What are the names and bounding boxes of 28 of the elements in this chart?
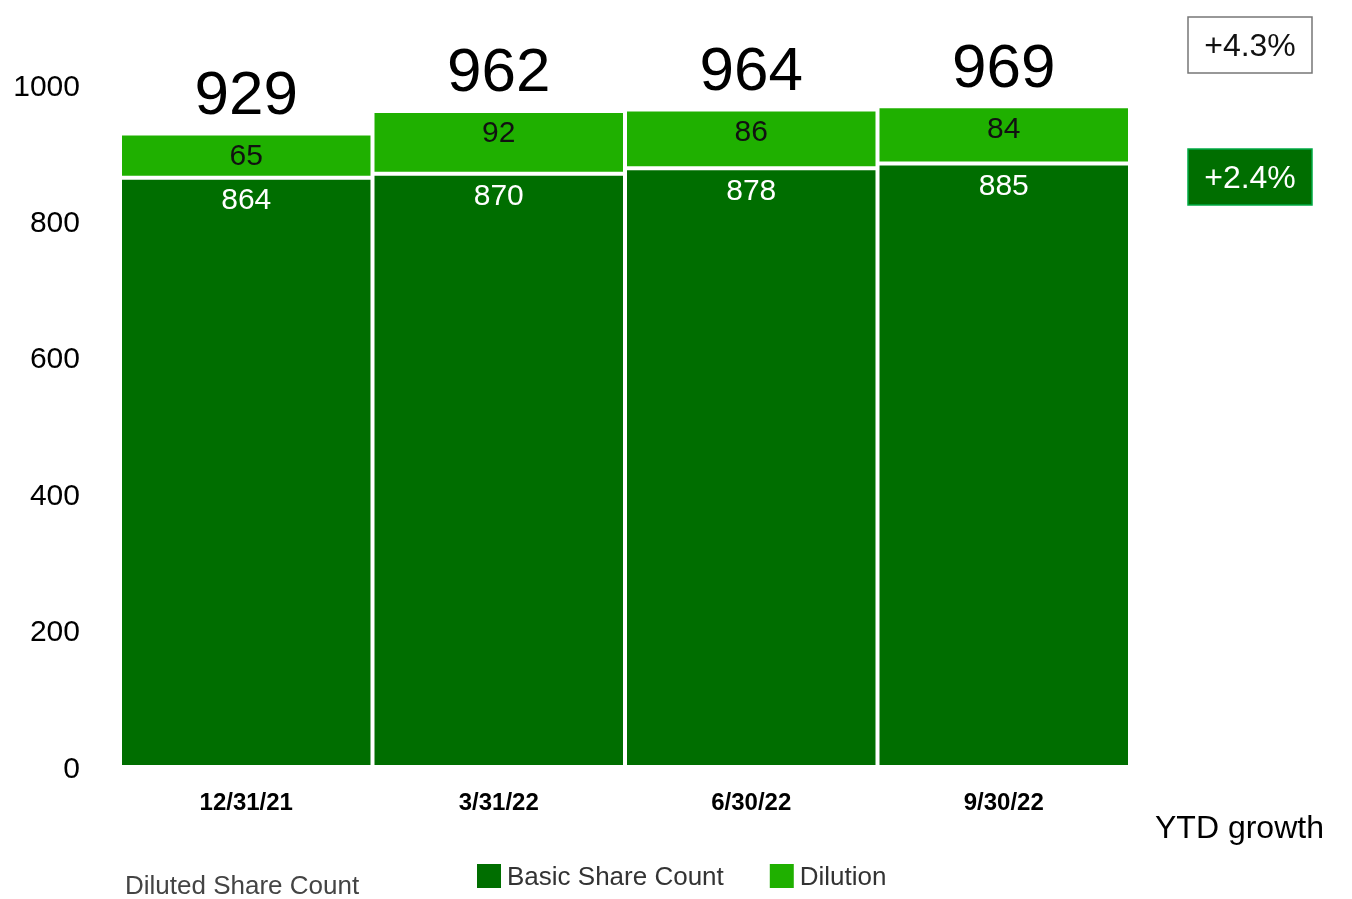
data-label: 65 — [229, 137, 263, 171]
data-label: 885 — [978, 167, 1029, 201]
total-label: 969 — [952, 30, 1056, 100]
data-label: 92 — [482, 115, 516, 149]
y-tick-label: 1000 — [13, 68, 80, 102]
data-label: 878 — [726, 172, 777, 206]
y-tick-label: 0 — [63, 750, 80, 784]
y-tick-label: 800 — [29, 204, 80, 238]
text: Diluted Share Count — [125, 870, 360, 899]
text: YTD growth — [1155, 809, 1324, 845]
data-label: 870 — [473, 178, 524, 212]
text: +2.4% — [1204, 159, 1296, 195]
total-label: 929 — [194, 57, 298, 127]
x-tick-label: 9/30/22 — [963, 787, 1044, 815]
y-tick-label: 600 — [29, 341, 80, 375]
legend-label: Basic Share Count — [507, 861, 725, 891]
data-label: 864 — [221, 182, 272, 216]
total-label: 962 — [447, 35, 551, 105]
x-tick-label: 12/31/21 — [199, 787, 293, 815]
legend-label: Dilution — [799, 861, 887, 891]
data-label: 86 — [734, 114, 768, 148]
data-label: 84 — [987, 110, 1021, 144]
text: +4.3% — [1204, 27, 1296, 63]
y-tick-label: 200 — [29, 614, 80, 648]
x-tick-label: 3/31/22 — [458, 787, 539, 815]
y-tick-label: 400 — [29, 477, 80, 511]
total-label: 964 — [699, 34, 803, 104]
x-tick-label: 6/30/22 — [711, 787, 792, 815]
